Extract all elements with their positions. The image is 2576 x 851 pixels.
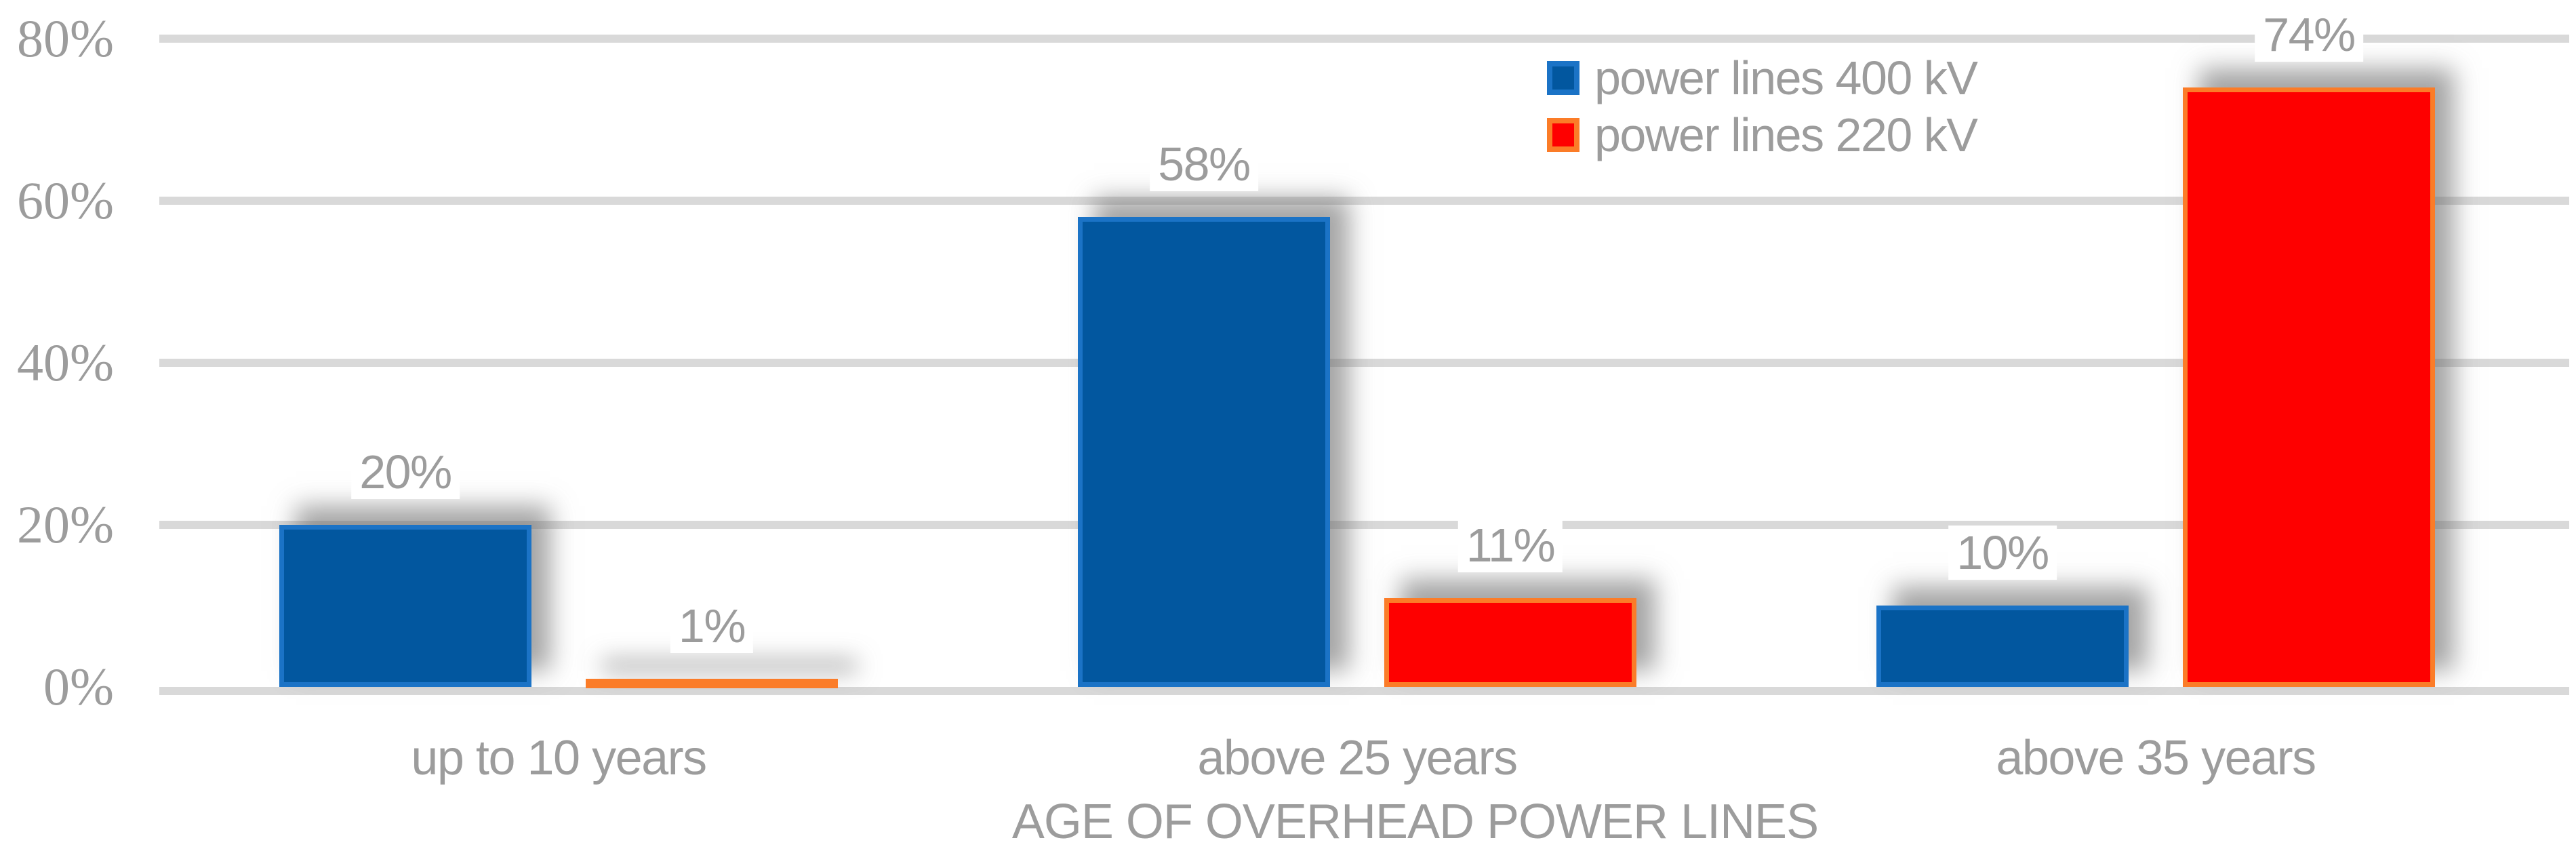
x-axis-title: AGE OF OVERHEAD POWER LINES bbox=[1011, 795, 1819, 849]
blue-bar-above-35-years bbox=[1876, 606, 2129, 687]
red-bar-up-to-10-years bbox=[586, 679, 838, 688]
legend-label-220kv: power lines 220 kV bbox=[1594, 108, 1978, 161]
x-axis-category-label: above 25 years bbox=[1197, 731, 1518, 785]
x-axis-category-label: up to 10 years bbox=[411, 731, 707, 785]
gridline-80% bbox=[159, 35, 2569, 43]
gridline-60% bbox=[159, 197, 2569, 205]
y-axis-tick-label: 0% bbox=[43, 657, 114, 716]
data-label-10%: 10% bbox=[1948, 526, 2057, 580]
y-axis-tick-label: 20% bbox=[17, 495, 114, 554]
data-label-74%: 74% bbox=[2255, 7, 2363, 62]
data-label-11%: 11% bbox=[1457, 518, 1563, 572]
legend-item-400kv: power lines 400 kV bbox=[1547, 52, 1978, 104]
x-axis-category-label: above 35 years bbox=[1996, 731, 2316, 785]
blue-bar-above-25-years bbox=[1078, 217, 1330, 687]
y-axis-tick-label: 40% bbox=[17, 333, 114, 392]
legend-swatch-400kv bbox=[1547, 61, 1579, 95]
legend-swatch-220kv bbox=[1547, 118, 1579, 152]
y-axis-tick-label: 80% bbox=[17, 9, 114, 68]
red-bar-above-25-years bbox=[1384, 598, 1636, 687]
legend-item-220kv: power lines 220 kV bbox=[1547, 108, 1978, 161]
gridline-40% bbox=[159, 359, 2569, 367]
data-label-20%: 20% bbox=[351, 445, 460, 499]
data-label-1%: 1% bbox=[670, 599, 754, 653]
data-label-58%: 58% bbox=[1150, 137, 1258, 191]
legend: power lines 400 kV power lines 220 kV bbox=[1547, 52, 1978, 170]
gridline-0% bbox=[159, 687, 2569, 695]
blue-bar-up-to-10-years bbox=[279, 525, 531, 687]
red-bar-above-35-years bbox=[2183, 87, 2435, 687]
legend-label-400kv: power lines 400 kV bbox=[1594, 52, 1978, 104]
y-axis-tick-label: 60% bbox=[17, 171, 114, 230]
